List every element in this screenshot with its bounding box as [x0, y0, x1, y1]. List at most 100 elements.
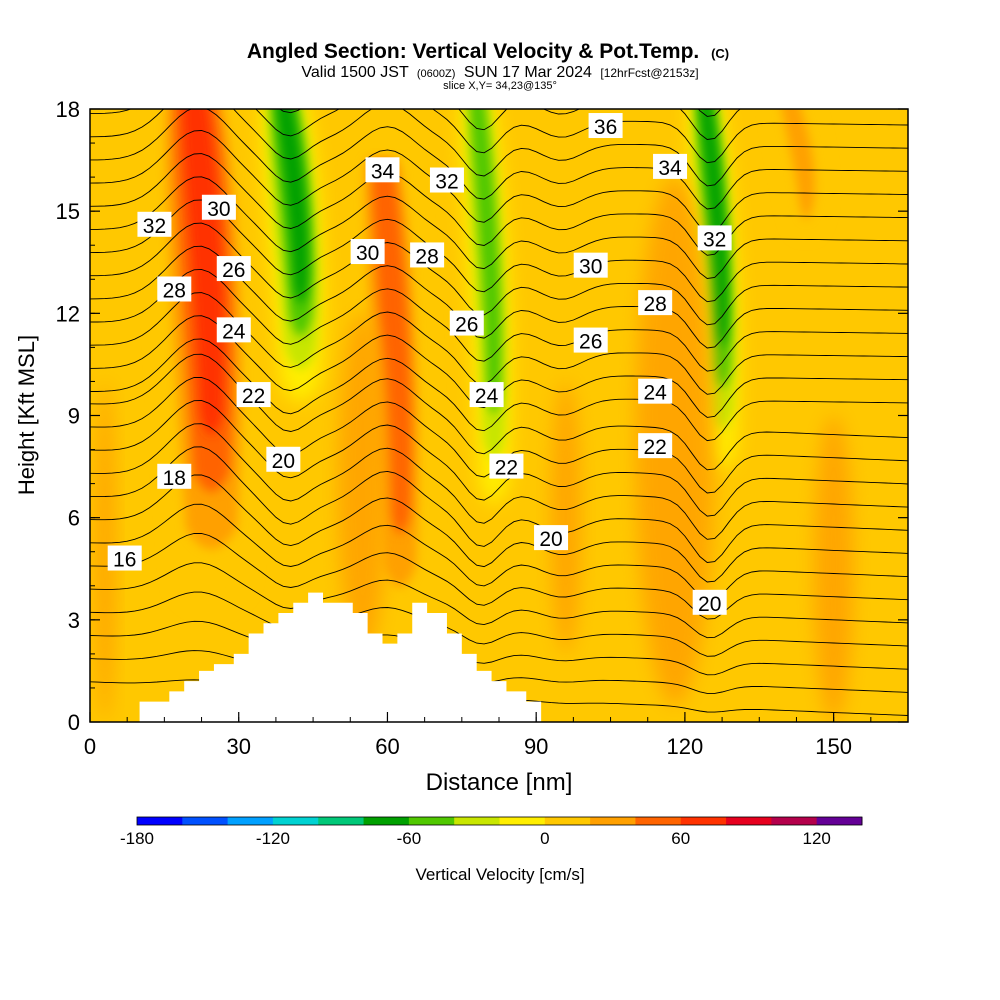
- velocity-patch: [337, 313, 388, 654]
- colorbar-swatch: [182, 817, 229, 825]
- contour-label-text: 22: [242, 385, 265, 408]
- contour-label-text: 24: [222, 320, 246, 343]
- colorbar-swatch: [499, 817, 546, 825]
- colorbar-swatch: [635, 817, 682, 825]
- theta-contour-line: [90, 423, 908, 540]
- theta-contour-line: [90, 474, 908, 583]
- contour-label-text: 20: [698, 593, 721, 616]
- y-tick-label: 15: [56, 199, 80, 224]
- contour-label-box: [429, 167, 464, 193]
- terrain-mask: [139, 592, 542, 722]
- theta-contour-line: [90, 109, 908, 164]
- contour-label: 32: [697, 225, 732, 251]
- colorbar-tick-label: -120: [256, 829, 290, 848]
- velocity-patch: [813, 415, 854, 722]
- contour-label-box: [410, 242, 445, 268]
- contour-label-box: [236, 382, 271, 408]
- contour-label: 28: [410, 242, 445, 268]
- contour-label-text: 22: [495, 457, 518, 480]
- contour-label: 22: [638, 433, 673, 459]
- velocity-band-level: [782, 109, 815, 220]
- velocity-band: [261, 109, 325, 402]
- contour-label-text: 32: [435, 171, 458, 194]
- colorbar-swatch: [137, 817, 183, 825]
- theta-contour-line: [90, 222, 908, 326]
- contour-label: 32: [429, 167, 464, 194]
- title-mark: (C): [711, 46, 729, 61]
- contour-label-text: 30: [356, 242, 379, 265]
- contour-label-text: 22: [643, 436, 666, 459]
- contour-label-box: [201, 194, 236, 220]
- contour-label-text: 34: [371, 160, 395, 183]
- theta-contour-line: [90, 533, 908, 620]
- subtitle-forecast: [12hrFcst@2153z]: [600, 66, 698, 80]
- x-tick-label: 60: [375, 734, 399, 759]
- contour-label-box: [697, 225, 732, 251]
- contour-label-box: [137, 211, 172, 237]
- contour-label-box: [692, 589, 727, 615]
- contour-label-text: 34: [658, 157, 682, 180]
- colorbar-swatch: [726, 817, 772, 825]
- contour-label-text: 18: [163, 467, 186, 490]
- contour-label: 28: [638, 290, 673, 316]
- contour-label-box: [266, 446, 301, 472]
- contour-label-box: [469, 382, 504, 408]
- colorbar-swatch: [318, 817, 365, 825]
- contour-label-text: 32: [703, 228, 726, 251]
- velocity-band-level: [182, 109, 225, 435]
- colorbar-swatch: [363, 817, 410, 825]
- colorbar-swatch: [771, 817, 818, 825]
- contour-label: 30: [573, 252, 608, 279]
- colorbar-swatch: [590, 817, 636, 825]
- x-axis: 0 30 60 90 120 150: [84, 712, 909, 759]
- contour-label-box: [638, 290, 673, 316]
- contour-label: 26: [449, 310, 484, 337]
- contour-label-text: 24: [643, 382, 667, 405]
- contour-label: 26: [573, 327, 608, 354]
- chart-title: Angled Section: Vertical Velocity & Pot.…: [247, 40, 729, 63]
- velocity-patch: [94, 381, 115, 722]
- colorbar-swatch: [816, 817, 863, 825]
- theta-contour-line: [90, 176, 908, 279]
- subtitle-valid-time: Valid 1500 JST: [301, 64, 409, 81]
- y-tick-label: 6: [68, 506, 80, 531]
- colorbar-tick-label: -180: [120, 829, 154, 848]
- contour-label: 20: [266, 446, 301, 473]
- contour-label: 16: [107, 545, 142, 572]
- theta-contour-line: [90, 109, 908, 210]
- theta-contour-line: [90, 620, 908, 676]
- theta-contour-line: [90, 153, 908, 256]
- colorbar-swatch: [227, 817, 274, 825]
- theta-contour-line: [90, 292, 908, 395]
- y-tick-label: 9: [68, 404, 80, 429]
- colorbar-swatch: [454, 817, 500, 825]
- theta-contour-line: [90, 353, 908, 471]
- contour-label-text: 30: [579, 256, 602, 279]
- contour-label-box: [638, 433, 673, 459]
- colorbar-tick-label: -60: [397, 829, 422, 848]
- contour-label-text: 16: [113, 549, 136, 572]
- theta-contour-line: [279, 109, 741, 140]
- colorbar-tick-label: 60: [671, 829, 690, 848]
- x-tick-label: 0: [84, 734, 96, 759]
- theta-contour-line: [90, 503, 908, 601]
- theta-contour-line: [90, 109, 908, 187]
- velocity-band-level: [470, 109, 502, 415]
- contour-label: 24: [638, 378, 673, 405]
- theta-contour-line: [90, 400, 908, 517]
- theta-contour-labels: 16 18 20 20 20 22 22 22 24 24 24 26 26 26 28 28 28 30 30 30…: [107, 113, 732, 616]
- contour-label-box: [638, 378, 673, 404]
- contour-label-text: 26: [222, 259, 245, 282]
- contour-label-text: 30: [207, 198, 230, 221]
- theta-contour-line: [90, 130, 908, 233]
- contour-label: 26: [216, 256, 251, 282]
- subtitle-date: SUN 17 Mar 2024: [464, 64, 592, 81]
- contour-label: 24: [216, 317, 251, 343]
- contour-label: 30: [201, 194, 236, 221]
- contour-label-box: [365, 157, 400, 183]
- contour-label: 28: [157, 276, 192, 302]
- x-tick-label: 90: [524, 734, 548, 759]
- x-axis-label: Distance [nm]: [426, 769, 573, 796]
- contour-label-box: [588, 113, 623, 139]
- chart-header: Angled Section: Vertical Velocity & Pot.…: [247, 40, 729, 92]
